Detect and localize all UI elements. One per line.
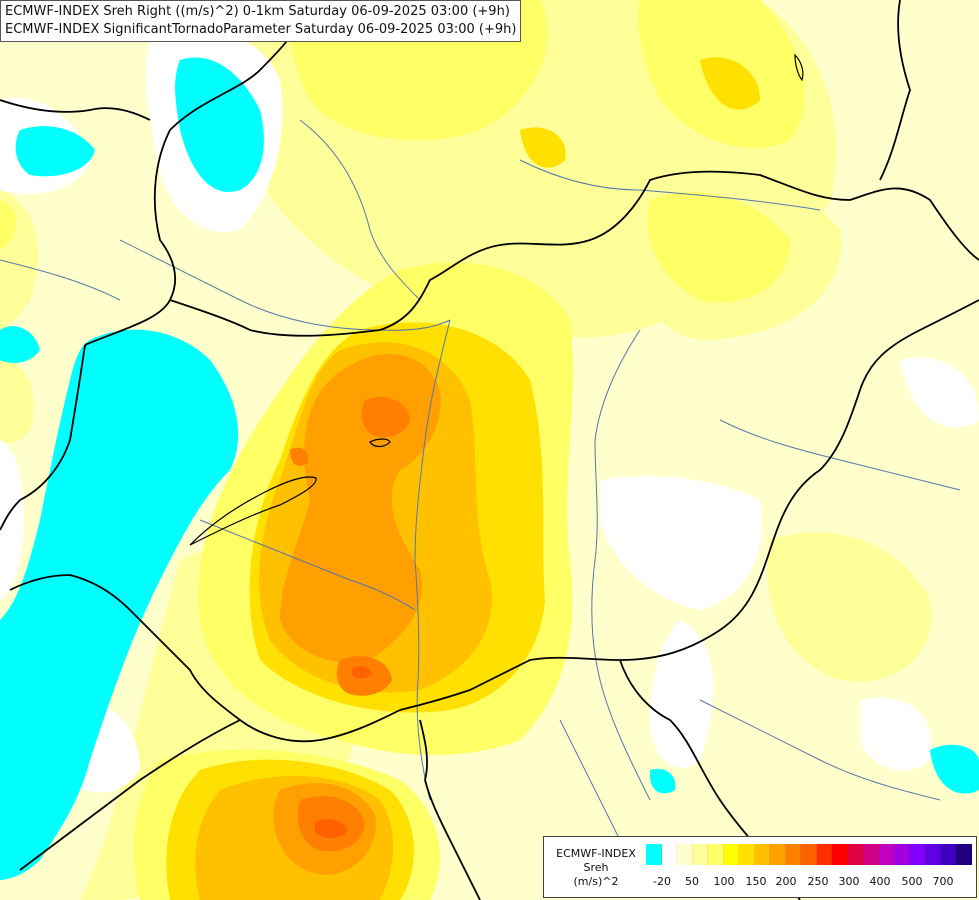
legend-swatch — [863, 844, 879, 865]
legend-title-line2: Sreh — [583, 861, 609, 874]
legend-swatch — [925, 844, 941, 865]
legend-swatch — [677, 844, 693, 865]
legend-tick-label: -20 — [653, 875, 671, 888]
legend-title-line1: ECMWF-INDEX — [556, 847, 636, 860]
legend-swatch — [739, 844, 755, 865]
legend-swatch — [940, 844, 956, 865]
legend-tick-label: 100 — [713, 875, 735, 888]
map-title-line2: ECMWF-INDEX SignificantTornadoParameter … — [5, 22, 517, 37]
legend-swatch — [723, 844, 739, 865]
legend-swatch — [832, 844, 848, 865]
legend-tick-label: 300 — [838, 875, 860, 888]
map-title-box: ECMWF-INDEX Sreh Right ((m/s)^2) 0-1km S… — [0, 0, 522, 42]
legend-tick-label: 500 — [901, 875, 923, 888]
legend-swatch — [785, 844, 801, 865]
color-legend: ECMWF-INDEX Sreh (m/s)^2 -20 50 100 150 200 2… — [543, 836, 977, 898]
legend-swatches — [646, 844, 972, 865]
legend-swatch — [801, 844, 817, 865]
legend-swatch — [708, 844, 724, 865]
legend-swatch — [816, 844, 832, 865]
legend-swatch — [754, 844, 770, 865]
legend-ticks: -20 50 100 150 200 250 300 400 500 700 — [646, 875, 970, 889]
legend-swatch — [661, 844, 677, 865]
lakes — [189, 53, 804, 546]
legend-swatch — [956, 844, 972, 865]
legend-swatch — [847, 844, 863, 865]
legend-tick-label: 200 — [775, 875, 797, 888]
legend-title: ECMWF-INDEX Sreh (m/s)^2 — [548, 847, 644, 889]
legend-swatch — [878, 844, 894, 865]
map-title-line1: ECMWF-INDEX Sreh Right ((m/s)^2) 0-1km S… — [5, 4, 510, 19]
legend-swatch — [894, 844, 910, 865]
rivers — [0, 119, 961, 841]
legend-swatch — [646, 844, 662, 865]
legend-tick-label: 50 — [685, 875, 699, 888]
legend-tick-label: 150 — [745, 875, 767, 888]
legend-tick-label: 250 — [807, 875, 829, 888]
legend-swatch — [909, 844, 925, 865]
legend-swatch — [770, 844, 786, 865]
legend-tick-label: 700 — [932, 875, 954, 888]
legend-title-line3: (m/s)^2 — [573, 875, 619, 888]
field-red — [315, 666, 372, 838]
legend-swatch — [692, 844, 708, 865]
field-cyan — [0, 57, 979, 880]
legend-tick-label: 400 — [869, 875, 891, 888]
